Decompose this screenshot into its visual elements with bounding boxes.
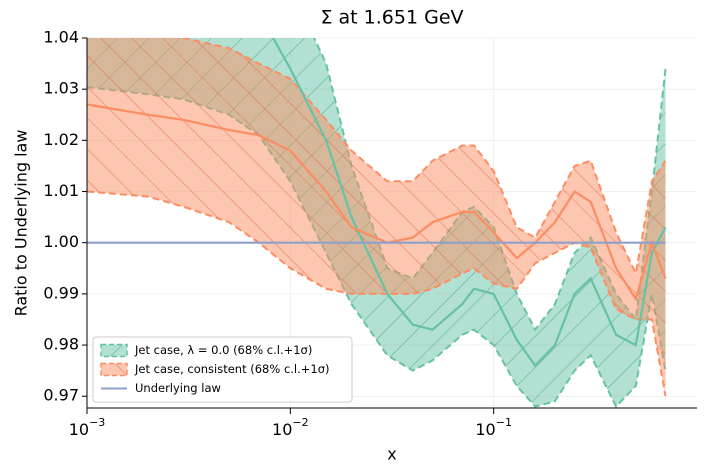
- y-axis-label: Ratio to Underlying law: [12, 130, 31, 317]
- y-tick-label: 0.98: [43, 335, 79, 354]
- y-tick-label: 1.02: [43, 130, 79, 149]
- y-tick-label: 1.04: [43, 28, 79, 47]
- legend-label: Jet case, λ = 0.0 (68% c.l.+1σ): [134, 343, 312, 357]
- x-tick-exponent: −1: [496, 416, 512, 429]
- upper-line: [180, 38, 667, 277]
- legend: Jet case, λ = 0.0 (68% c.l.+1σ) Jet case,…: [92, 336, 353, 403]
- line: [87, 103, 667, 302]
- y-tick-label: 1.00: [43, 232, 79, 251]
- x-tick-base: 10: [69, 420, 89, 439]
- y-tick-label: 0.99: [43, 283, 79, 302]
- x-tick-label: 10−1: [475, 416, 512, 439]
- x-tick-exponent: −3: [89, 416, 105, 429]
- x-tick-label: 10−2: [272, 416, 309, 439]
- lower-line: [87, 190, 667, 397]
- x-axis-label: x: [387, 445, 396, 464]
- x-tick-base: 10: [272, 420, 292, 439]
- legend-swatch-hatch: [101, 363, 127, 376]
- x-tick-base: 10: [475, 420, 495, 439]
- y-tick-label: 1.01: [43, 181, 79, 200]
- band-hatch: [87, 38, 666, 397]
- y-tick-label: 0.97: [43, 386, 79, 405]
- plot-area: [87, 38, 667, 408]
- legend-label: Jet case, consistent (68% c.l.+1σ): [134, 362, 330, 376]
- y-tick-label: 1.03: [43, 79, 79, 98]
- legend-label: Underlying law: [135, 381, 221, 395]
- legend-box: [92, 336, 353, 403]
- x-tick-exponent: −2: [292, 416, 308, 429]
- line: [271, 38, 667, 368]
- legend-swatch-hatch: [101, 344, 127, 357]
- x-tick-label: 10−3: [69, 416, 106, 439]
- band-hatch: [87, 38, 666, 407]
- chart-title: Σ at 1.651 GeV: [320, 7, 463, 29]
